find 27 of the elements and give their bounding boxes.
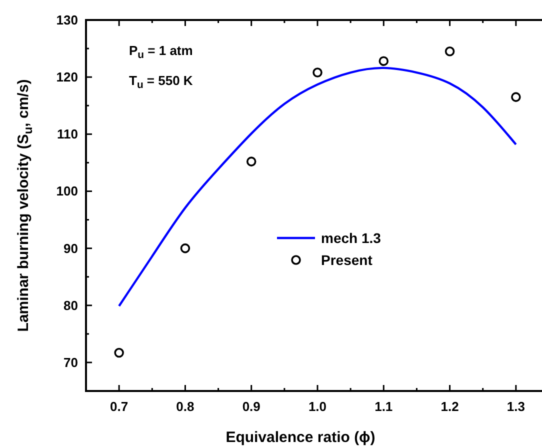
y-tick-label: 80	[64, 298, 78, 313]
y-tick-label: 100	[56, 184, 78, 199]
y-tick-label: 120	[56, 70, 78, 85]
point	[180, 243, 190, 254]
point	[444, 46, 455, 56]
point	[114, 348, 124, 358]
x-axis-title: Equivalence ratio (ϕ)	[226, 429, 376, 446]
point	[378, 56, 389, 66]
annotation: P$_{u}$ = 1 atm	[129, 43, 193, 61]
point	[511, 92, 521, 102]
x-tick-label: 0.9	[242, 399, 260, 414]
line-series	[118, 66, 518, 308]
x-tick-label: 0.7	[110, 399, 128, 414]
x-tick-label: 1.0	[308, 399, 327, 414]
y-tick-label: 70	[64, 354, 78, 370]
y-tick-label: 130	[56, 12, 78, 28]
y-tick-label: 90	[64, 240, 78, 256]
legend-label: mech 1.3	[321, 230, 382, 246]
point	[246, 156, 256, 166]
annotation: T$_{u}$ = 550 K	[129, 73, 194, 91]
x-tick-label: 1.3	[506, 399, 525, 414]
legend-label: Present	[321, 252, 373, 268]
y-tick-label: 110	[57, 126, 78, 142]
x-tick-label: 1.1	[374, 399, 393, 414]
point	[312, 68, 322, 78]
x-tick-label: 1.2	[440, 399, 459, 414]
x-tick-label: 0.8	[176, 399, 194, 414]
